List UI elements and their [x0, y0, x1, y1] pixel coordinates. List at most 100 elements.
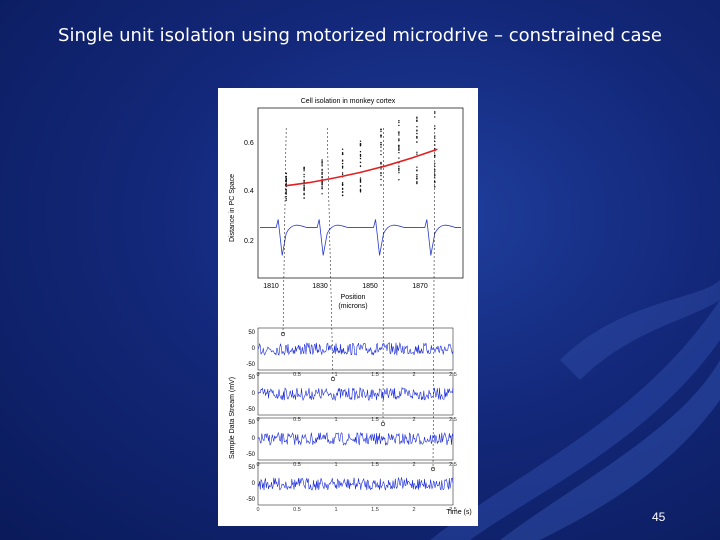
scatter-point [398, 152, 400, 154]
scatter-point [380, 150, 382, 152]
scatter-point [303, 181, 305, 183]
scatter-point [321, 159, 323, 161]
scatter-point [341, 167, 344, 169]
scatter-point [398, 134, 400, 136]
scatter-point [285, 192, 287, 194]
dash-layer [282, 127, 436, 470]
x-axis-label: Position [341, 294, 366, 301]
stream-x-tick-label: 1 [334, 417, 337, 423]
scatter-point [321, 160, 323, 163]
scatter-point [359, 185, 362, 187]
scatter-point [341, 148, 344, 150]
scatter-point [303, 167, 305, 169]
scatter-point [416, 174, 418, 176]
y-tick-label: 0.2 [244, 238, 254, 245]
scatter-layer [285, 111, 436, 201]
scatter-point [285, 199, 287, 201]
scatter-point [398, 168, 400, 170]
scatter-point [380, 128, 382, 130]
scatter-point [341, 183, 344, 186]
stream-y-tick-label: 0 [252, 391, 256, 397]
scatter-point [359, 151, 362, 153]
x-tick-label: 1830 [312, 283, 328, 290]
stream-x-tick-label: 0.5 [293, 462, 301, 468]
scatter-point [398, 148, 400, 150]
scatter-point [285, 191, 287, 193]
scatter-point [321, 165, 323, 167]
scatter-point [341, 182, 344, 184]
scatter-point [380, 168, 382, 170]
scatter-point [398, 172, 400, 174]
stream-trace [257, 341, 454, 356]
stream-x-tick-label: 0.5 [293, 417, 301, 423]
scatter-point [341, 172, 344, 174]
stream-x-tick-label: 2 [412, 417, 415, 423]
scatter-point [285, 172, 287, 175]
waveform-layer [260, 219, 461, 256]
scatter-point [341, 194, 344, 197]
scatter-point [359, 181, 362, 183]
scatter-point [303, 168, 305, 170]
scatter-point [416, 137, 418, 139]
scatter-point [416, 182, 418, 185]
scatter-point [303, 173, 305, 176]
scatter-point [434, 181, 436, 184]
slide-number: 45 [652, 510, 666, 524]
scatter-point [434, 162, 436, 164]
scatter-point [359, 165, 362, 167]
scatter-point [303, 184, 305, 186]
scatter-point [380, 161, 382, 164]
scatter-point [380, 153, 382, 156]
spike-marker [280, 331, 286, 337]
alignment-dash-line [326, 127, 334, 380]
stream-x-tick-label: 0.5 [293, 372, 301, 378]
stream-trace [257, 386, 454, 402]
scatter-point [416, 132, 418, 135]
scatter-point [398, 179, 400, 181]
scatter-point [359, 161, 362, 164]
scatter-point [416, 126, 418, 128]
stream-y-tick-label: -50 [246, 497, 255, 503]
time-axis-label: Time (s) [446, 509, 471, 516]
scatter-point [398, 121, 400, 124]
spike-marker [380, 421, 386, 427]
scatter-point [359, 191, 362, 193]
scatter-point [416, 169, 418, 171]
stream-y-tick-label: 0 [252, 436, 256, 442]
scatter-point [380, 144, 382, 146]
scatter-point [359, 143, 362, 145]
scatter-point [380, 184, 382, 186]
scatter-point [434, 174, 436, 177]
scatter-point [321, 193, 323, 195]
scatter-point [285, 188, 287, 191]
stream-y-tick-label: -50 [246, 362, 255, 368]
stream-x-tick-label: 1.5 [371, 417, 379, 423]
scatter-point [398, 149, 400, 152]
stream-x-tick-label: 1.5 [371, 507, 379, 513]
scatter-point [380, 178, 382, 181]
scatter-point [380, 134, 382, 137]
scatter-point [416, 181, 418, 183]
scatter-point [398, 144, 400, 146]
stream-x-tick-label: 1.5 [371, 372, 379, 378]
scatter-point [341, 166, 344, 168]
scatter-point [434, 165, 436, 168]
scatter-point [341, 173, 344, 176]
scatter-point [341, 162, 344, 165]
scatter-point [321, 161, 323, 164]
scatter-point [416, 117, 418, 119]
alignment-dash-line [282, 127, 287, 335]
trend-layer [286, 148, 438, 187]
scatter-point [359, 157, 362, 160]
scatter-point [380, 130, 382, 133]
scatter-point [359, 177, 362, 179]
scatter-point [398, 157, 400, 159]
scatter-point [321, 177, 323, 179]
stream-x-tick-label: 1 [334, 507, 337, 513]
scatter-point [434, 137, 436, 139]
scatter-point [380, 172, 382, 175]
stream-x-tick-label: 1 [334, 462, 337, 468]
y-tick-label: 0.4 [244, 188, 254, 195]
scatter-point [398, 124, 400, 127]
scatter-point [285, 190, 287, 192]
